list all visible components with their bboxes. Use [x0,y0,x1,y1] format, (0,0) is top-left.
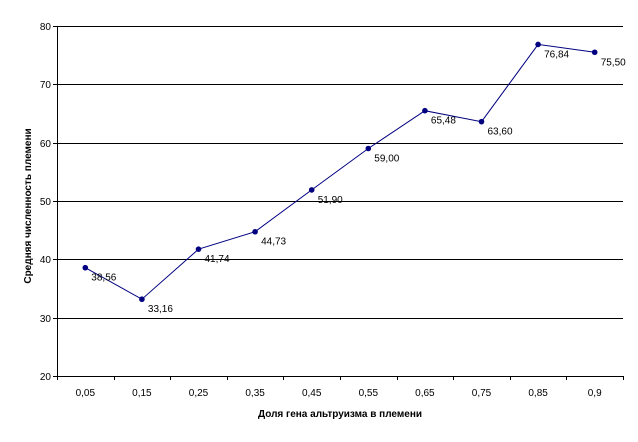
y-tick-label: 70 [40,80,52,91]
data-point [478,118,485,125]
data-label: 38,56 [91,273,116,284]
x-tick-label: 0,85 [528,388,548,399]
data-label: 59,00 [374,154,399,165]
data-point [422,107,428,114]
series-line [85,43,595,300]
data-label: 33,16 [148,304,173,315]
y-tick-label: 80 [40,22,52,33]
data-point [82,264,89,271]
data-label: 51,90 [318,195,343,206]
data-point [591,49,598,56]
data-point [139,296,145,303]
data-labels: 38,56 33,16 41,74 44,73 51,90 59,00 65,48 63,60… [91,49,626,315]
data-label: 65,48 [431,116,456,127]
data-point [365,145,372,152]
x-tick-label: 0,75 [472,388,492,399]
data-label: 75,50 [601,57,626,68]
data-label: 76,84 [544,49,569,60]
data-label: 44,73 [261,237,286,248]
y-tick-label: 50 [40,197,52,208]
x-axis-title: Доля гена альтруизма в племени [258,409,422,420]
y-axis-title: Средняя численность племени [23,128,34,283]
x-tick-label: 0,25 [189,388,209,399]
x-tick-label: 0,45 [302,388,322,399]
series-line-layer [82,41,598,303]
data-point [535,41,541,48]
y-tick-label: 40 [40,255,52,266]
axes: 20 30 40 50 60 70 80 0,05 0,15 0,25 0,35 0,45 0,55 0,… [40,22,624,399]
data-point [308,187,315,193]
x-tick-label: 0,05 [76,388,96,399]
x-tick-label: 0,65 [415,388,435,399]
y-tick-label: 20 [40,372,52,383]
x-tick-label: 0,9 [588,388,602,399]
data-label: 63,60 [488,127,513,138]
data-point [195,246,202,252]
x-tick-label: 0,55 [359,388,379,399]
gridlines [57,26,623,377]
x-tick-label: 0,35 [245,388,265,399]
data-point [252,228,258,235]
y-tick-label: 30 [40,314,52,325]
x-tick-label: 0,15 [132,388,152,399]
y-tick-label: 60 [40,139,52,150]
data-label: 41,74 [205,254,230,265]
